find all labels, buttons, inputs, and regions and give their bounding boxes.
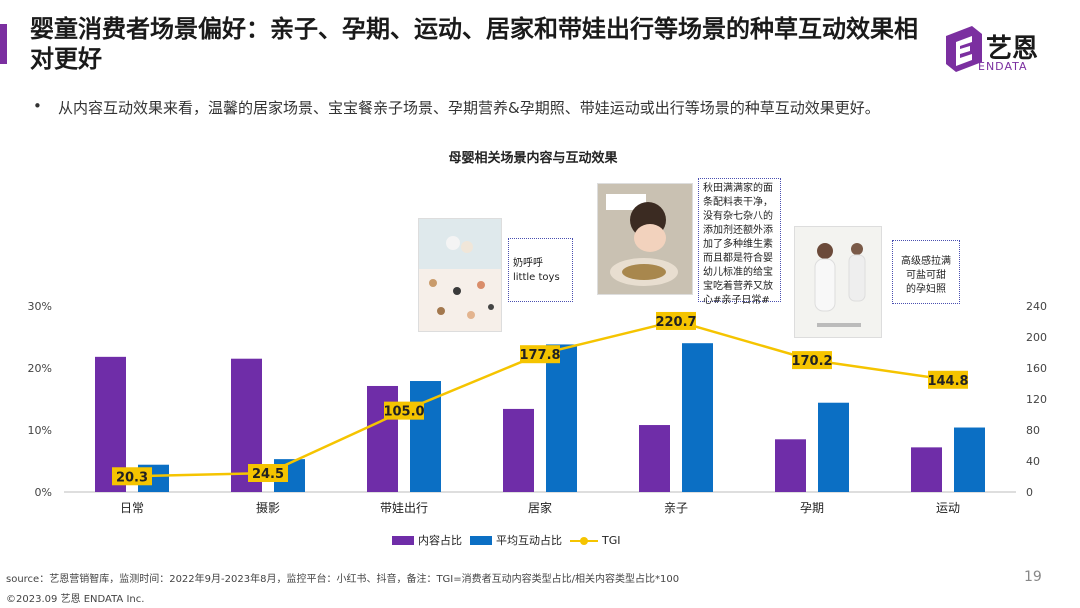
x-tick-label: 居家: [528, 500, 552, 515]
logo-mark-icon: [946, 26, 982, 72]
x-tick-label: 日常: [120, 501, 144, 515]
source-note: source：艺恩营销智库，监测时间：2022年9月-2023年8月，监控平台：…: [6, 574, 680, 585]
tgi-data-label: 144.8: [927, 374, 968, 389]
bullet-icon: •: [33, 97, 42, 115]
chart-legend: 内容占比 平均互动占比 TGI: [392, 532, 629, 548]
y-left-tick-label: 20%: [28, 362, 52, 375]
pregnancy-scene-photo: [794, 226, 882, 338]
legend-interaction-swatch: [470, 535, 492, 545]
home-callout-text: 奶呼呼 little toys: [513, 258, 560, 283]
y-right-tick-label: 200: [1026, 331, 1047, 344]
x-tick-label: 运动: [936, 501, 960, 515]
content-share-bar: [503, 408, 534, 492]
y-left-tick-label: 0%: [35, 486, 52, 499]
interaction-share-bar: [818, 402, 849, 492]
y-right-tick-label: 80: [1026, 424, 1040, 437]
tgi-label-box: [520, 345, 560, 364]
copyright: ©2023.09 艺恩 ENDATA Inc.: [6, 594, 145, 605]
y-right-tick-label: 120: [1026, 393, 1047, 406]
parent-scene-photo: [597, 183, 693, 295]
parent-callout: 秋田满满家的面条配料表干净，没有杂七杂八的添加剂还额外添加了多种维生素而且都是符…: [698, 178, 781, 306]
tgi-data-label: 220.7: [655, 315, 696, 330]
content-share-bar: [775, 439, 806, 492]
page-number: 19: [1024, 569, 1042, 585]
y-left-tick-label: 30%: [28, 300, 52, 313]
x-tick-label: 带娃出行: [380, 501, 428, 515]
tgi-label-box: [384, 401, 424, 420]
tgi-label-box: [656, 311, 696, 330]
logo-subtext: ENDATA: [978, 60, 1028, 73]
legend-content-swatch: [392, 535, 414, 545]
tgi-data-label: 20.3: [116, 470, 148, 485]
page-title: 婴童消费者场景偏好：亲子、孕期、运动、居家和带娃出行等场景的种草互动效果相对更好: [30, 15, 918, 73]
y-right-tick-label: 40: [1026, 455, 1040, 468]
y-right-tick-label: 240: [1026, 300, 1047, 313]
endata-logo: 艺恩 ENDATA: [942, 22, 1052, 76]
x-tick-label: 亲子: [664, 501, 688, 515]
home-scene-photo: [418, 218, 502, 332]
legend-tgi-label: TGI: [602, 533, 621, 547]
pregnancy-callout-text: 高级感拉满 可盐可甜 的孕妇照: [901, 256, 951, 295]
legend-interaction-label: 平均互动占比: [496, 534, 562, 547]
parent-callout-text: 秋田满满家的面条配料表干净，没有杂七杂八的添加剂还额外添加了多种维生素而且都是符…: [703, 183, 773, 306]
legend-interaction: 平均互动占比: [470, 532, 562, 548]
legend-tgi: TGI: [570, 534, 621, 547]
tgi-data-label: 170.2: [791, 354, 832, 369]
content-share-bar: [639, 425, 670, 492]
tgi-label-box: [792, 351, 832, 370]
chart-title: 母婴相关场景内容与互动效果: [448, 150, 617, 166]
home-callout: 奶呼呼 little toys: [508, 238, 573, 302]
tgi-label-box: [928, 370, 968, 389]
tgi-data-label: 177.8: [519, 348, 560, 363]
tgi-label-box: [112, 467, 152, 486]
pregnancy-callout: 高级感拉满 可盐可甜 的孕妇照: [892, 240, 960, 304]
x-tick-label: 孕期: [800, 501, 824, 515]
interaction-share-bar: [410, 381, 441, 492]
interaction-share-bar: [954, 427, 985, 492]
y-right-tick-label: 0: [1026, 486, 1033, 499]
tgi-data-label: 24.5: [252, 467, 284, 482]
x-tick-label: 摄影: [256, 500, 280, 515]
interaction-share-bar: [546, 344, 577, 492]
legend-content-label: 内容占比: [418, 534, 462, 547]
summary-text: 从内容互动效果来看，温馨的居家场景、宝宝餐亲子场景、孕期营养&孕期照、带娃运动或…: [58, 99, 880, 117]
tgi-data-label: 105.0: [383, 405, 424, 420]
interaction-share-bar: [682, 343, 713, 492]
content-share-bar: [911, 447, 942, 492]
y-left-tick-label: 10%: [28, 424, 52, 437]
legend-tgi-swatch: [570, 536, 598, 545]
tgi-label-box: [248, 464, 288, 483]
logo-text: 艺恩: [986, 34, 1039, 64]
y-right-tick-label: 160: [1026, 362, 1047, 375]
title-accent-bar: [0, 24, 7, 64]
legend-content: 内容占比: [392, 532, 462, 548]
